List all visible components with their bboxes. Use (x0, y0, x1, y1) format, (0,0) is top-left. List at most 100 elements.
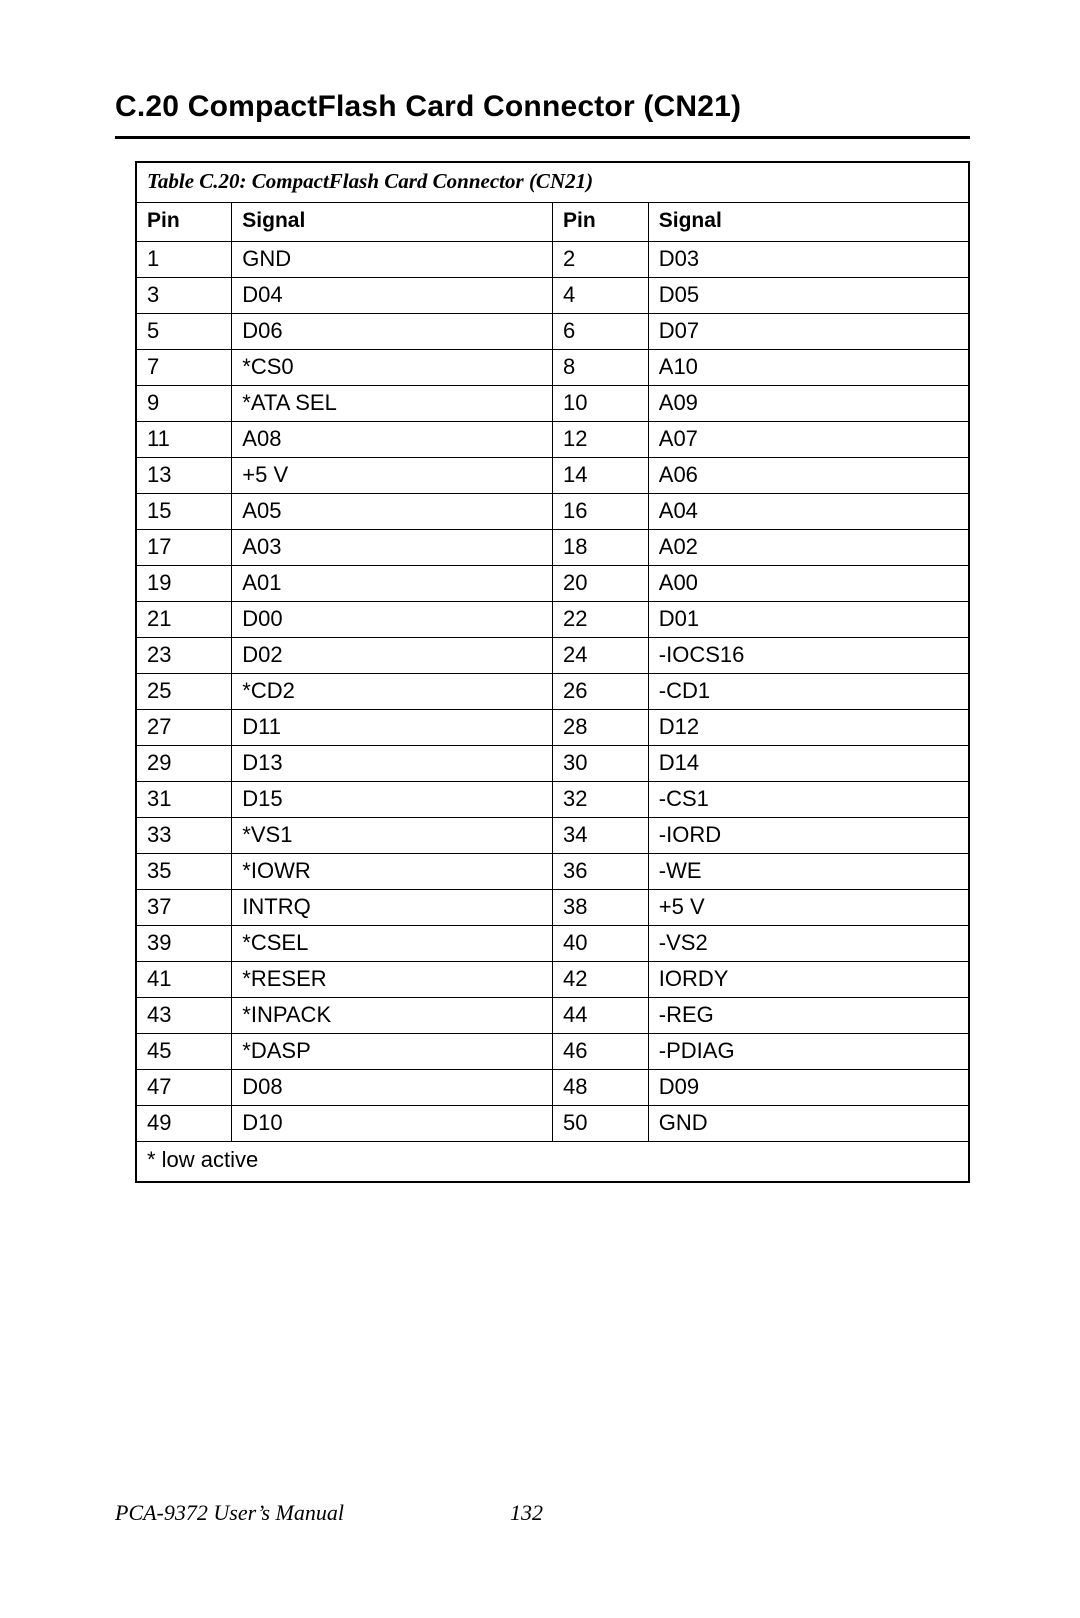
signal-cell: D05 (648, 278, 969, 314)
table-row: 23D0224-IOCS16 (136, 638, 969, 674)
table-row: 29D1330D14 (136, 746, 969, 782)
table-row: 45*DASP46-PDIAG (136, 1034, 969, 1070)
signal-cell: A01 (232, 566, 553, 602)
table-row: 49D1050GND (136, 1106, 969, 1142)
signal-cell: D04 (232, 278, 553, 314)
table-row: 41*RESER42IORDY (136, 962, 969, 998)
signal-cell: A08 (232, 422, 553, 458)
signal-cell: GND (648, 1106, 969, 1142)
pin-cell: 28 (552, 710, 648, 746)
pin-cell: 19 (136, 566, 232, 602)
signal-cell: D12 (648, 710, 969, 746)
signal-cell: +5 V (648, 890, 969, 926)
pin-cell: 12 (552, 422, 648, 458)
table-row: 7*CS08A10 (136, 350, 969, 386)
table-row: 47D0848D09 (136, 1070, 969, 1106)
signal-cell: A06 (648, 458, 969, 494)
page-footer: PCA-9372 User’s Manual 132 (115, 1500, 970, 1526)
pin-cell: 21 (136, 602, 232, 638)
pinout-table: Table C.20: CompactFlash Card Connector … (135, 161, 970, 1183)
pin-cell: 46 (552, 1034, 648, 1070)
signal-cell: A04 (648, 494, 969, 530)
pin-cell: 32 (552, 782, 648, 818)
pin-cell: 35 (136, 854, 232, 890)
pin-cell: 10 (552, 386, 648, 422)
pin-cell: 44 (552, 998, 648, 1034)
signal-cell: D10 (232, 1106, 553, 1142)
table-row: 35*IOWR36-WE (136, 854, 969, 890)
table-title: Table C.20: CompactFlash Card Connector … (136, 162, 969, 203)
pin-cell: 8 (552, 350, 648, 386)
pin-cell: 27 (136, 710, 232, 746)
section-heading: C.20 CompactFlash Card Connector (CN21) (115, 90, 970, 124)
pin-cell: 3 (136, 278, 232, 314)
signal-cell: -IORD (648, 818, 969, 854)
signal-cell: GND (232, 242, 553, 278)
header-signal-1: Signal (232, 203, 553, 242)
signal-cell: D11 (232, 710, 553, 746)
pin-cell: 41 (136, 962, 232, 998)
pin-cell: 18 (552, 530, 648, 566)
signal-cell: D13 (232, 746, 553, 782)
pin-cell: 39 (136, 926, 232, 962)
signal-cell: -REG (648, 998, 969, 1034)
signal-cell: *CSEL (232, 926, 553, 962)
table-row: 9*ATA SEL10A09 (136, 386, 969, 422)
signal-cell: INTRQ (232, 890, 553, 926)
pin-cell: 14 (552, 458, 648, 494)
signal-cell: +5 V (232, 458, 553, 494)
signal-cell: -PDIAG (648, 1034, 969, 1070)
signal-cell: *ATA SEL (232, 386, 553, 422)
table-row: 13+5 V14A06 (136, 458, 969, 494)
pin-cell: 45 (136, 1034, 232, 1070)
pin-cell: 7 (136, 350, 232, 386)
table-row: 33*VS134-IORD (136, 818, 969, 854)
pin-cell: 16 (552, 494, 648, 530)
header-signal-2: Signal (648, 203, 969, 242)
signal-cell: A07 (648, 422, 969, 458)
signal-cell: -WE (648, 854, 969, 890)
pin-cell: 2 (552, 242, 648, 278)
signal-cell: *RESER (232, 962, 553, 998)
pin-cell: 36 (552, 854, 648, 890)
pin-cell: 6 (552, 314, 648, 350)
heading-rule (115, 136, 970, 139)
signal-cell: D09 (648, 1070, 969, 1106)
pin-cell: 17 (136, 530, 232, 566)
table-row: 43*INPACK44-REG (136, 998, 969, 1034)
pinout-table-container: Table C.20: CompactFlash Card Connector … (135, 161, 970, 1183)
signal-cell: *CS0 (232, 350, 553, 386)
signal-cell: *VS1 (232, 818, 553, 854)
pin-cell: 33 (136, 818, 232, 854)
table-row: 31D1532-CS1 (136, 782, 969, 818)
signal-cell: D06 (232, 314, 553, 350)
signal-cell: -IOCS16 (648, 638, 969, 674)
pin-cell: 34 (552, 818, 648, 854)
table-footnote: * low active (136, 1142, 969, 1183)
signal-cell: *DASP (232, 1034, 553, 1070)
signal-cell: D00 (232, 602, 553, 638)
header-pin-2: Pin (552, 203, 648, 242)
table-row: 19A0120A00 (136, 566, 969, 602)
signal-cell: -CS1 (648, 782, 969, 818)
pin-cell: 4 (552, 278, 648, 314)
signal-cell: -VS2 (648, 926, 969, 962)
pin-cell: 15 (136, 494, 232, 530)
signal-cell: *IOWR (232, 854, 553, 890)
table-row: 3D044D05 (136, 278, 969, 314)
signal-cell: D01 (648, 602, 969, 638)
table-row: 21D0022D01 (136, 602, 969, 638)
table-row: 27D1128D12 (136, 710, 969, 746)
footer-manual-name: PCA-9372 User’s Manual (115, 1500, 344, 1526)
pin-cell: 1 (136, 242, 232, 278)
signal-cell: D03 (648, 242, 969, 278)
pin-cell: 47 (136, 1070, 232, 1106)
table-header-row: Pin Signal Pin Signal (136, 203, 969, 242)
table-row: 39*CSEL40-VS2 (136, 926, 969, 962)
pin-cell: 13 (136, 458, 232, 494)
pin-cell: 31 (136, 782, 232, 818)
footer-page-number: 132 (510, 1500, 543, 1526)
pin-cell: 43 (136, 998, 232, 1034)
pin-cell: 5 (136, 314, 232, 350)
pin-cell: 48 (552, 1070, 648, 1106)
